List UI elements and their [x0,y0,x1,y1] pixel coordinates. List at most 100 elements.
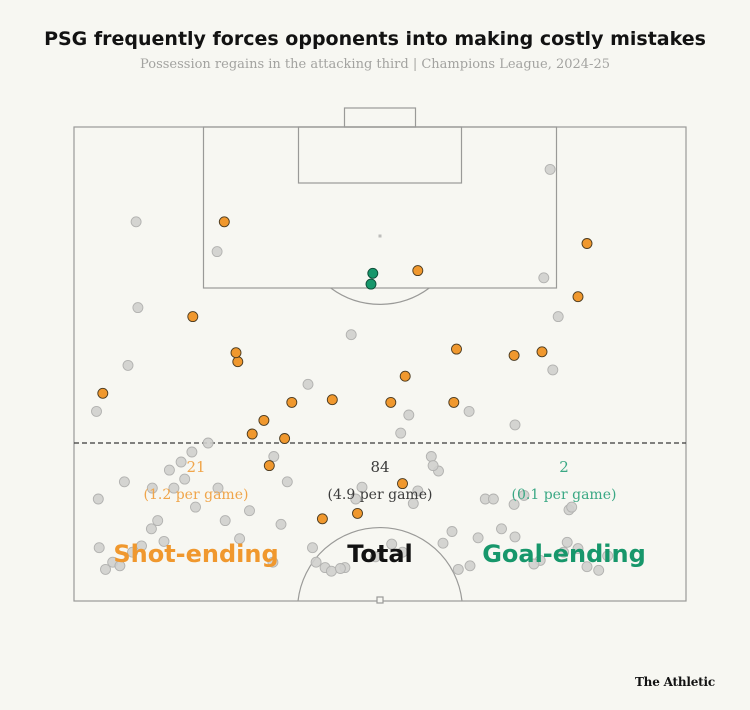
total-point [538,272,550,284]
total-point [463,405,475,417]
shot-ending-point [352,507,363,519]
total-point [118,476,130,488]
total-point [487,493,499,505]
goal-ending-point [365,278,377,290]
shot-label: Shot-ending [113,540,278,568]
total-per-game: (4.9 per game) [328,487,433,503]
shot-ending-point [286,396,298,408]
shot-ending-point [232,356,244,368]
total-point [566,501,578,513]
total-label: Total [347,540,413,568]
shot-ending-points [97,216,593,525]
centre-circle [297,526,463,602]
total-point [268,451,280,462]
total-point [593,564,605,576]
total-point [558,546,570,558]
total-point [92,493,104,505]
centre-spot [376,596,384,604]
total-point [158,535,170,547]
total-point [403,409,415,421]
six-yard-box [297,126,463,184]
shot-ending-point [97,387,109,399]
total-point [219,515,231,527]
total-point [464,560,476,572]
total-point [175,456,187,468]
total-point [561,536,573,548]
total-point [508,498,520,510]
total-point [168,482,180,494]
total-point [395,427,407,439]
penalty-arc [330,287,430,305]
total-point [152,515,164,527]
total-point [211,246,223,258]
total-point [146,482,158,494]
total-point [386,538,398,550]
goal-count: 2 [559,458,569,476]
shot-ending-point [572,291,584,303]
total-point [547,364,559,376]
chart-subtitle: Possession regains in the attacking thir… [140,57,610,72]
total-point [267,556,279,568]
total-point [407,498,419,509]
total-point [202,437,214,449]
total-point [244,505,255,517]
shot-ending-point [258,414,270,426]
total-point [572,543,584,555]
total-point [91,405,102,417]
shot-ending-point [218,216,230,228]
total-point [145,523,157,535]
goal-ending-points [365,267,379,290]
total-point [581,561,593,573]
total-point [93,542,105,554]
total-point [350,493,362,505]
goal [343,107,417,128]
total-point [528,558,540,570]
shot-ending-point [448,396,460,408]
total-point [163,464,175,476]
total-point [544,163,556,175]
total-point [602,550,614,562]
pitch-outline [73,126,687,602]
shot-ending-point [187,311,199,323]
total-point [234,533,246,545]
total-point [132,302,144,314]
total-point [472,532,484,544]
shot-ending-point [316,513,328,525]
shot-ending-point [230,347,242,359]
total-point [100,563,111,575]
total-point [281,476,293,488]
total-point [427,460,439,472]
shot-ending-point [263,460,275,472]
shot-ending-point [536,346,548,358]
total-point [212,482,224,494]
shot-ending-point [451,343,462,355]
shot-ending-point [397,478,408,490]
shot-ending-point [385,396,397,408]
total-point [437,537,449,549]
shot-ending-point [399,370,411,382]
shot-count: 21 [186,458,205,476]
total-point [412,485,424,497]
total-point [496,523,507,535]
goal-per-game: (0.1 per game) [512,487,617,503]
shot-ending-point [246,428,258,440]
shot-ending-point [326,394,338,406]
total-point [356,481,368,493]
shot-ending-point [412,265,424,277]
total-point [518,489,530,501]
total-point [307,542,318,554]
total-points [91,163,614,577]
total-point [425,451,437,462]
total-point [334,563,346,574]
total-point [275,518,287,530]
shot-ending-point [581,238,593,249]
total-point [310,556,322,568]
total-point [114,560,126,572]
shot-ending-point [508,349,520,361]
goal-ending-point [367,267,379,279]
total-count: 84 [370,458,389,476]
total-point [130,216,142,228]
penalty-spot [378,234,382,238]
chart-title: PSG frequently forces opponents into mak… [44,28,706,50]
